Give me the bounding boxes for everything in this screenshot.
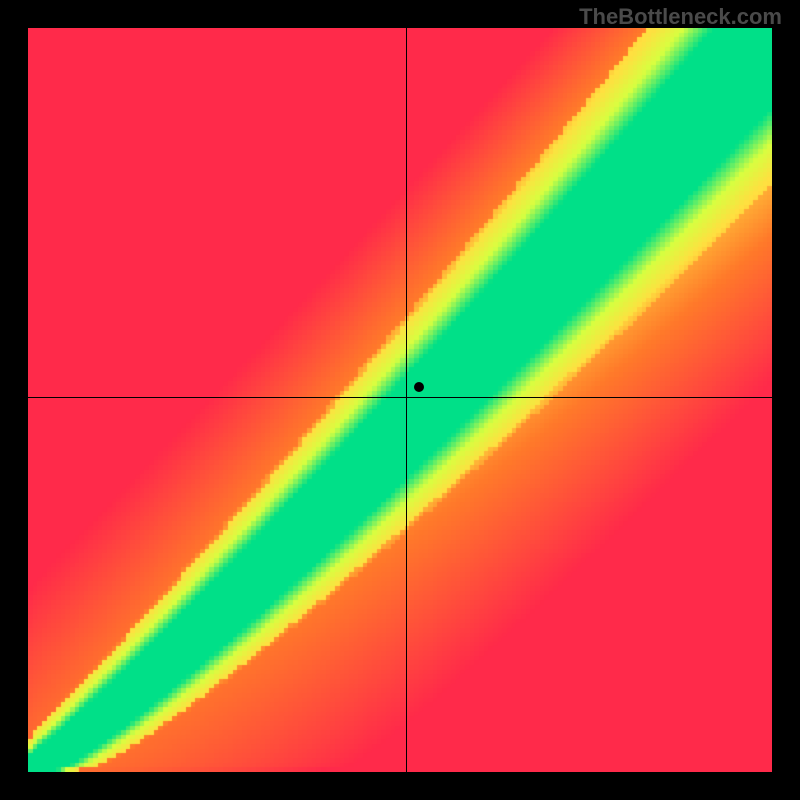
crosshair-vertical (406, 28, 407, 772)
crosshair-horizontal (28, 397, 772, 398)
watermark-text: TheBottleneck.com (579, 4, 782, 30)
heatmap-plot (28, 28, 772, 772)
bottleneck-point-marker (414, 382, 424, 392)
heatmap-canvas (28, 28, 772, 772)
